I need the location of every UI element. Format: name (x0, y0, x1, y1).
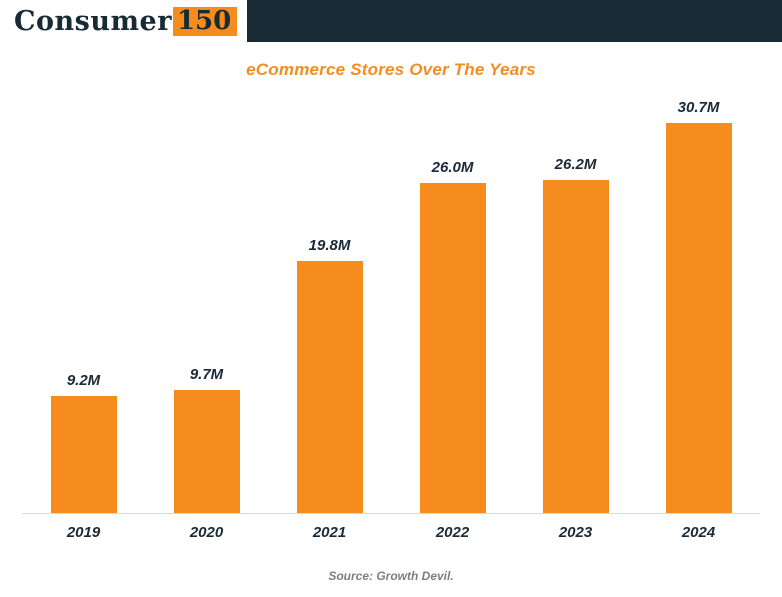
bar-group: 9.7M (145, 366, 268, 513)
bar-value-label: 26.2M (554, 156, 597, 173)
bar-group: 26.0M (391, 159, 514, 513)
chart-title: eCommerce Stores Over The Years (246, 60, 536, 79)
bar-value-label: 30.7M (677, 99, 720, 116)
bar-group: 19.8M (268, 237, 391, 513)
bar (419, 183, 486, 513)
bar (296, 261, 363, 513)
bar-value-label: 9.2M (66, 372, 101, 389)
logo-number-badge: 150 (172, 6, 238, 36)
x-axis-label: 2024 (681, 524, 716, 541)
bar (542, 180, 609, 513)
bar-value-label: 19.8M (308, 237, 351, 254)
x-axis-label: 2021 (312, 524, 347, 541)
x-axis-label: 2019 (66, 524, 101, 541)
consumer150-logo: Consumer 150 (0, 0, 248, 42)
bar (665, 123, 732, 513)
bar-group: 26.2M (514, 156, 637, 513)
x-axis-label: 2023 (558, 524, 593, 541)
bar-group: 9.2M (22, 372, 145, 513)
bar-value-label: 9.7M (189, 366, 224, 383)
x-axis-label: 2020 (189, 524, 224, 541)
bar-group: 30.7M (637, 99, 760, 513)
x-axis-label: 2022 (435, 524, 470, 541)
logo-wordmark: Consumer (14, 5, 172, 37)
brand-header: Consumer 150 (0, 0, 782, 42)
bar-value-label: 26.0M (431, 159, 474, 176)
source-caption: Source: Growth Devil. (328, 569, 454, 583)
x-axis-line (22, 513, 760, 514)
bar (50, 396, 117, 513)
plot-area: 9.2M 9.7M 19.8M 26.0M 26.2M 30.7M (0, 80, 782, 513)
x-axis-labels: 2019 2020 2021 2022 2023 2024 (0, 514, 782, 541)
bar-chart: eCommerce Stores Over The Years 9.2M 9.7M… (0, 60, 782, 583)
bar (173, 390, 240, 513)
